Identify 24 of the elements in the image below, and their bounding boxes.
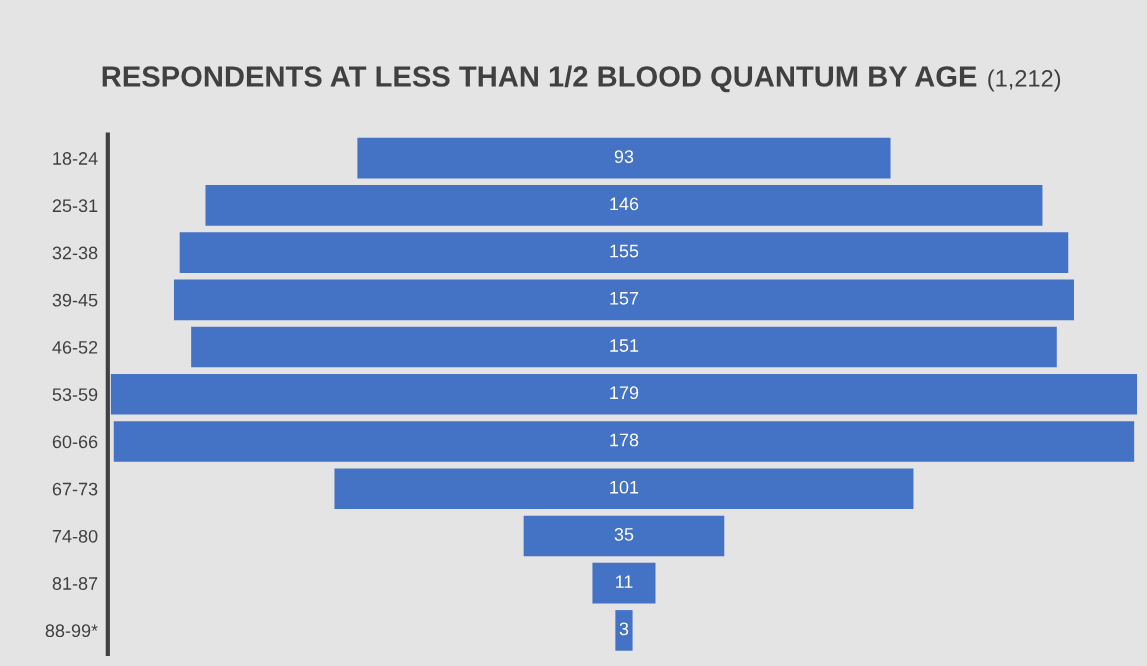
category-label: 88-99* <box>45 624 98 638</box>
category-label: 74-80 <box>52 529 98 543</box>
text: RESPONDENTS AT LESS THAN 1/2 BLOOD QUANTUM BY AGE <box>102 65 977 93</box>
data-label: 35 <box>614 528 634 541</box>
data-label: 101 <box>610 480 639 494</box>
category-label: 18-24 <box>53 152 98 165</box>
text: (1,212) <box>988 69 1061 92</box>
data-label: 157 <box>610 292 639 305</box>
data-label: 178 <box>610 433 639 447</box>
category-label: 32-38 <box>52 246 98 260</box>
category-label: 67-73 <box>52 482 98 496</box>
data-label: 93 <box>614 150 634 163</box>
data-label: 151 <box>610 339 639 352</box>
data-label: 155 <box>610 244 639 258</box>
category-label: 60-66 <box>52 435 98 449</box>
data-label: 146 <box>610 197 639 211</box>
category-label: 81-87 <box>52 577 98 590</box>
category-label: 25-31 <box>52 199 98 213</box>
category-label: 46-52 <box>52 340 98 354</box>
category-label: 39-45 <box>52 293 98 307</box>
data-label: 179 <box>610 386 639 400</box>
data-label: 3 <box>619 622 629 636</box>
data-label: 11 <box>615 575 633 588</box>
category-label: 53-59 <box>52 388 98 401</box>
